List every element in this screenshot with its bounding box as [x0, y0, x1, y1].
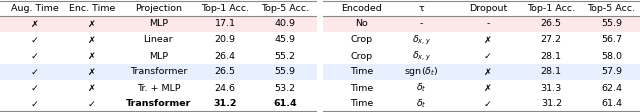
Text: ✓: ✓ [31, 99, 39, 109]
Text: ✓: ✓ [31, 84, 39, 93]
Text: $\mathrm{sgn}(\delta_t)$: $\mathrm{sgn}(\delta_t)$ [404, 66, 438, 79]
Text: Aug. Time: Aug. Time [11, 4, 59, 13]
Text: ✓: ✓ [31, 68, 39, 76]
Text: Top-1 Acc.: Top-1 Acc. [527, 4, 575, 13]
Text: τ: τ [419, 4, 424, 13]
Text: Dropout: Dropout [469, 4, 507, 13]
Text: ✗: ✗ [88, 19, 96, 28]
Text: No: No [355, 19, 367, 28]
Text: $\delta_{x,y}$: $\delta_{x,y}$ [412, 33, 431, 47]
Text: Tr. + MLP: Tr. + MLP [136, 84, 180, 93]
Text: 55.2: 55.2 [275, 52, 296, 60]
Text: 31.2: 31.2 [541, 99, 562, 109]
Text: 58.0: 58.0 [601, 52, 622, 60]
Text: 20.9: 20.9 [214, 36, 236, 44]
Text: ✗: ✗ [484, 68, 492, 76]
Text: Enc. Time: Enc. Time [68, 4, 115, 13]
Text: Projection: Projection [135, 4, 182, 13]
Text: 26.5: 26.5 [541, 19, 562, 28]
Bar [0, 16, 317, 32]
Text: ✗: ✗ [88, 52, 96, 60]
Text: Transformer: Transformer [125, 99, 191, 109]
Text: Crop: Crop [350, 36, 372, 44]
Text: 61.4: 61.4 [601, 99, 622, 109]
Bar [0, 64, 317, 80]
Text: Transformer: Transformer [130, 68, 187, 76]
Text: 61.4: 61.4 [273, 99, 297, 109]
Text: Linear: Linear [143, 36, 173, 44]
Text: Time: Time [349, 84, 373, 93]
Bar [323, 16, 640, 32]
Text: 31.2: 31.2 [213, 99, 237, 109]
Text: 57.9: 57.9 [601, 68, 622, 76]
Text: 45.9: 45.9 [275, 36, 296, 44]
Text: 55.9: 55.9 [275, 68, 296, 76]
Text: ✗: ✗ [484, 84, 492, 93]
Text: 26.4: 26.4 [214, 52, 236, 60]
Text: ✗: ✗ [88, 68, 96, 76]
Text: ✗: ✗ [88, 36, 96, 44]
Text: $\delta_t$: $\delta_t$ [416, 82, 427, 94]
Text: 40.9: 40.9 [275, 19, 296, 28]
Text: Top-5 Acc.: Top-5 Acc. [261, 4, 309, 13]
Text: 28.1: 28.1 [541, 68, 562, 76]
Text: 55.9: 55.9 [601, 19, 622, 28]
Text: Top-1 Acc.: Top-1 Acc. [201, 4, 249, 13]
Text: ✓: ✓ [484, 99, 492, 109]
Text: Top-5 Acc.: Top-5 Acc. [588, 4, 636, 13]
Text: 24.6: 24.6 [214, 84, 236, 93]
Text: Time: Time [349, 99, 373, 109]
Text: 53.2: 53.2 [275, 84, 296, 93]
Text: 28.1: 28.1 [541, 52, 562, 60]
Text: 62.4: 62.4 [601, 84, 622, 93]
Text: 26.5: 26.5 [214, 68, 236, 76]
Text: Time: Time [349, 68, 373, 76]
Text: ✗: ✗ [484, 36, 492, 44]
Text: ✓: ✓ [484, 52, 492, 60]
Text: 31.3: 31.3 [541, 84, 562, 93]
Text: MLP: MLP [149, 19, 168, 28]
Text: ✓: ✓ [31, 52, 39, 60]
Text: MLP: MLP [149, 52, 168, 60]
Text: $\delta_{x,y}$: $\delta_{x,y}$ [412, 50, 431, 62]
Bar [323, 64, 640, 80]
Text: ✗: ✗ [31, 19, 39, 28]
Text: 17.1: 17.1 [214, 19, 236, 28]
Text: ✓: ✓ [31, 36, 39, 44]
Text: $\delta_t$: $\delta_t$ [416, 98, 427, 110]
Text: -: - [486, 19, 490, 28]
Text: 27.2: 27.2 [541, 36, 562, 44]
Text: -: - [420, 19, 423, 28]
Text: 56.7: 56.7 [601, 36, 622, 44]
Text: Crop: Crop [350, 52, 372, 60]
Text: ✗: ✗ [88, 84, 96, 93]
Text: Encoded: Encoded [341, 4, 381, 13]
Text: ✓: ✓ [88, 99, 96, 109]
